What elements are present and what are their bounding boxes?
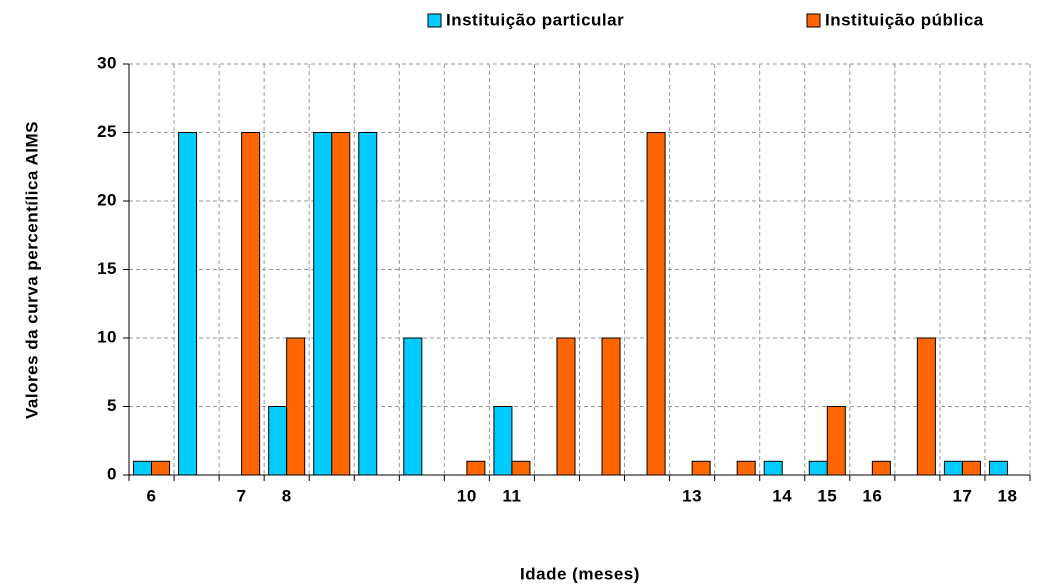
y-tick-label: 20 bbox=[97, 190, 117, 209]
bar bbox=[988, 460, 1008, 476]
y-tick-label: 15 bbox=[97, 259, 117, 278]
bar bbox=[826, 406, 846, 476]
x-tick-label: 10 bbox=[457, 486, 477, 505]
bar bbox=[511, 460, 531, 476]
bar bbox=[151, 460, 171, 476]
legend-swatch bbox=[427, 13, 442, 28]
bar bbox=[133, 460, 153, 476]
x-axis-label: Idade (meses) bbox=[520, 564, 640, 583]
bar bbox=[691, 460, 711, 476]
x-tick-label: 13 bbox=[682, 486, 702, 505]
legend-swatch bbox=[806, 13, 821, 28]
bar bbox=[493, 406, 513, 476]
bar bbox=[808, 460, 828, 476]
legend-label: Instituição pública bbox=[825, 10, 984, 29]
bar bbox=[241, 132, 261, 476]
bar bbox=[763, 460, 783, 476]
y-tick-label: 25 bbox=[97, 122, 117, 141]
x-tick-label: 14 bbox=[772, 486, 792, 505]
bar bbox=[358, 132, 378, 476]
x-tick-label: 18 bbox=[998, 486, 1018, 505]
x-tick-label: 7 bbox=[237, 486, 247, 505]
bar bbox=[916, 337, 936, 476]
bar bbox=[313, 132, 333, 476]
y-tick-label: 0 bbox=[107, 464, 117, 483]
bar bbox=[178, 132, 198, 476]
bar bbox=[736, 460, 756, 476]
y-tick-label: 30 bbox=[97, 53, 117, 72]
bar bbox=[331, 132, 351, 476]
x-tick-label: 15 bbox=[817, 486, 837, 505]
x-tick-label: 17 bbox=[952, 486, 972, 505]
bar bbox=[556, 337, 576, 476]
x-tick-label: 11 bbox=[502, 486, 521, 505]
bar bbox=[646, 132, 666, 476]
x-tick-label: 16 bbox=[862, 486, 882, 505]
bar bbox=[403, 337, 423, 476]
bar bbox=[268, 406, 288, 476]
bar bbox=[286, 337, 306, 476]
y-axis-label: Valores da curva percentílica AIMS bbox=[22, 121, 41, 419]
x-tick-label: 8 bbox=[282, 486, 292, 505]
bar bbox=[871, 460, 891, 476]
x-tick-label: 6 bbox=[147, 486, 157, 505]
legend-label: Instituição particular bbox=[446, 10, 624, 29]
bar bbox=[943, 460, 963, 476]
bar bbox=[466, 460, 486, 476]
bar bbox=[961, 460, 981, 476]
y-tick-label: 5 bbox=[107, 396, 117, 415]
y-tick-label: 10 bbox=[97, 327, 117, 346]
bar bbox=[601, 337, 621, 476]
